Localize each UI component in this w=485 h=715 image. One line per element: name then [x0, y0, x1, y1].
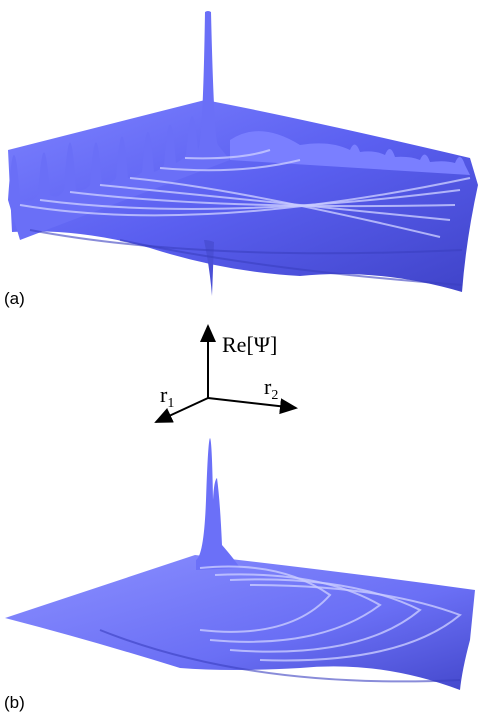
panel-label: (a)	[4, 289, 25, 308]
figure: (a) Re[Ψ] r1 r2 (b)	[0, 0, 485, 715]
page: (a) Re[Ψ] r1 r2 (b) (() => { const data …	[0, 0, 485, 715]
y-axis-sub: 2	[271, 388, 278, 403]
x-axis-label: r1	[160, 382, 174, 411]
surface-a	[8, 11, 478, 296]
y-axis	[208, 398, 296, 408]
y-axis-label: r2	[264, 374, 278, 403]
surface-b	[5, 438, 475, 690]
z-axis-label: Re[Ψ]	[222, 332, 277, 357]
panel-label: (b)	[4, 693, 25, 712]
spike	[196, 438, 240, 570]
x-axis-sub: 1	[167, 396, 174, 411]
